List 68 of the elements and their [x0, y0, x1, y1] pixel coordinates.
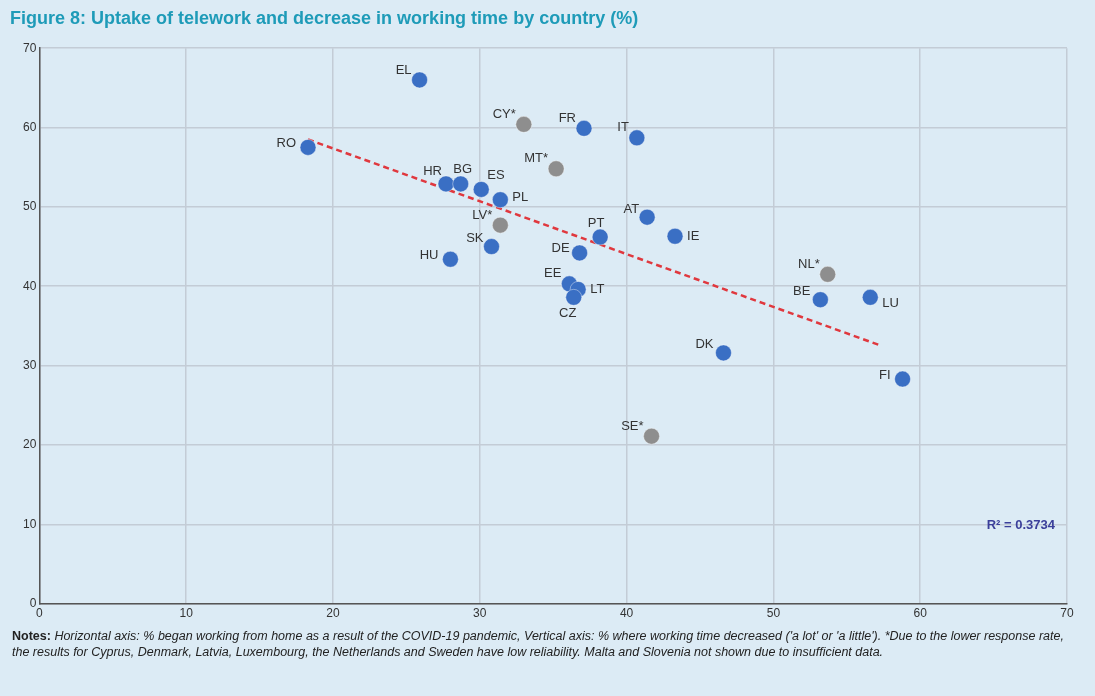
annotation: PL: [512, 189, 529, 205]
point: [299, 138, 317, 156]
x-tick-label: 10: [179, 606, 194, 621]
point: [565, 288, 583, 306]
point: [411, 71, 429, 89]
annotation: FR: [558, 109, 576, 125]
point: [452, 175, 470, 193]
annotation: MT*: [524, 150, 549, 166]
point: [483, 238, 501, 256]
y-tick-label: 30: [22, 357, 37, 372]
annotation: EL: [395, 61, 412, 77]
annotation: LT: [590, 280, 605, 296]
annotation: BE: [793, 283, 811, 299]
annotation: NL*: [798, 255, 820, 271]
chart-title: Figure 8: Uptake of telework and decrease in working time by country (%): [9, 7, 640, 30]
point: [515, 115, 533, 133]
x-tick-label: 40: [619, 606, 634, 621]
point: [861, 288, 879, 306]
annotation: LV*: [472, 206, 493, 222]
annotation: BG: [453, 161, 473, 177]
annotation: LU: [882, 294, 899, 310]
point: [591, 228, 609, 246]
point: [571, 244, 589, 262]
point: [819, 265, 837, 283]
point: [638, 208, 656, 226]
annotation: IT: [617, 119, 629, 135]
annotation: R² = 0.3734: [986, 517, 1056, 533]
annotation: ES: [487, 167, 505, 183]
text: Notes: Horizontal axis: % began working from home as a result of the COVID-19 pandemic, Vertical axis: % where working time decreased ('a lot' or 'a little'). *Due to the lower response rate, the results for Cyprus, Denmark, Latvia, Luxembourg, the Netherlands and Sweden have low reliability. Malta and Slovenia not shown due to insufficient data.: [11, 628, 1065, 660]
y-tick-label: 40: [22, 278, 37, 293]
y-tick-label: 0: [29, 595, 37, 610]
annotation: HU: [419, 246, 439, 262]
x-tick-label: 60: [913, 606, 928, 621]
annotation: DK: [695, 336, 714, 352]
y-tick-label: 60: [22, 119, 37, 134]
annotation: DE: [551, 240, 570, 256]
point: [575, 119, 593, 137]
point: [441, 250, 459, 268]
y-tick-label: 10: [22, 516, 37, 531]
y-tick-label: 50: [22, 199, 37, 214]
annotation: RO: [276, 134, 297, 150]
x-tick-label: 70: [1060, 606, 1074, 621]
y-tick-label: 20: [22, 437, 37, 452]
point: [811, 291, 829, 309]
annotation: SK: [466, 230, 484, 246]
point: [472, 180, 490, 198]
annotation: SE*: [621, 417, 644, 433]
annotation: CY*: [492, 105, 516, 121]
y-tick-label: 70: [22, 40, 37, 55]
annotation: HR: [423, 163, 442, 179]
point: [714, 344, 732, 362]
point: [547, 160, 565, 178]
point: [628, 129, 646, 147]
point: [894, 370, 912, 388]
annotation: IE: [687, 227, 700, 243]
annotation: PT: [587, 214, 605, 230]
point: [666, 227, 684, 245]
annotation: FI: [879, 366, 891, 382]
point: [491, 216, 509, 234]
annotation: AT: [623, 200, 640, 216]
annotation: EE: [543, 265, 562, 281]
point: [437, 175, 455, 193]
annotation: CZ: [559, 304, 577, 320]
point: [643, 427, 661, 445]
x-tick-label: 30: [473, 606, 487, 621]
point: [491, 191, 509, 209]
x-tick-label: 50: [766, 606, 781, 621]
x-tick-label: 20: [326, 606, 340, 621]
